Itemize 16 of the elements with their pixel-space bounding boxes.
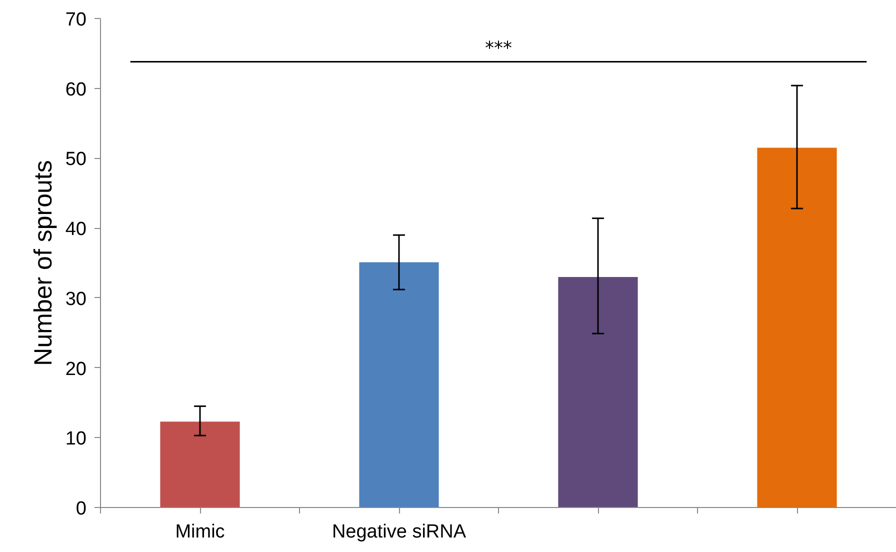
- y-tick-label: 30: [65, 288, 87, 310]
- x-tick-label: Negative siRNA: [332, 522, 466, 542]
- y-tick-label: 0: [76, 498, 87, 520]
- y-tick-label: 10: [65, 428, 87, 450]
- bar: [160, 422, 240, 508]
- y-tick-label: 50: [65, 149, 87, 170]
- ref-line-label: ***: [485, 38, 512, 59]
- y-tick-label: 40: [65, 219, 87, 240]
- bar: [359, 262, 439, 508]
- bar: [757, 148, 837, 508]
- x-tick-label: Mimic: [175, 522, 225, 542]
- y-tick-label: 60: [65, 79, 87, 100]
- y-tick-label: 20: [65, 358, 87, 380]
- bar: [558, 276, 638, 508]
- y-axis-title: Number of sprouts: [29, 160, 58, 366]
- y-tick-label: 70: [65, 10, 87, 30]
